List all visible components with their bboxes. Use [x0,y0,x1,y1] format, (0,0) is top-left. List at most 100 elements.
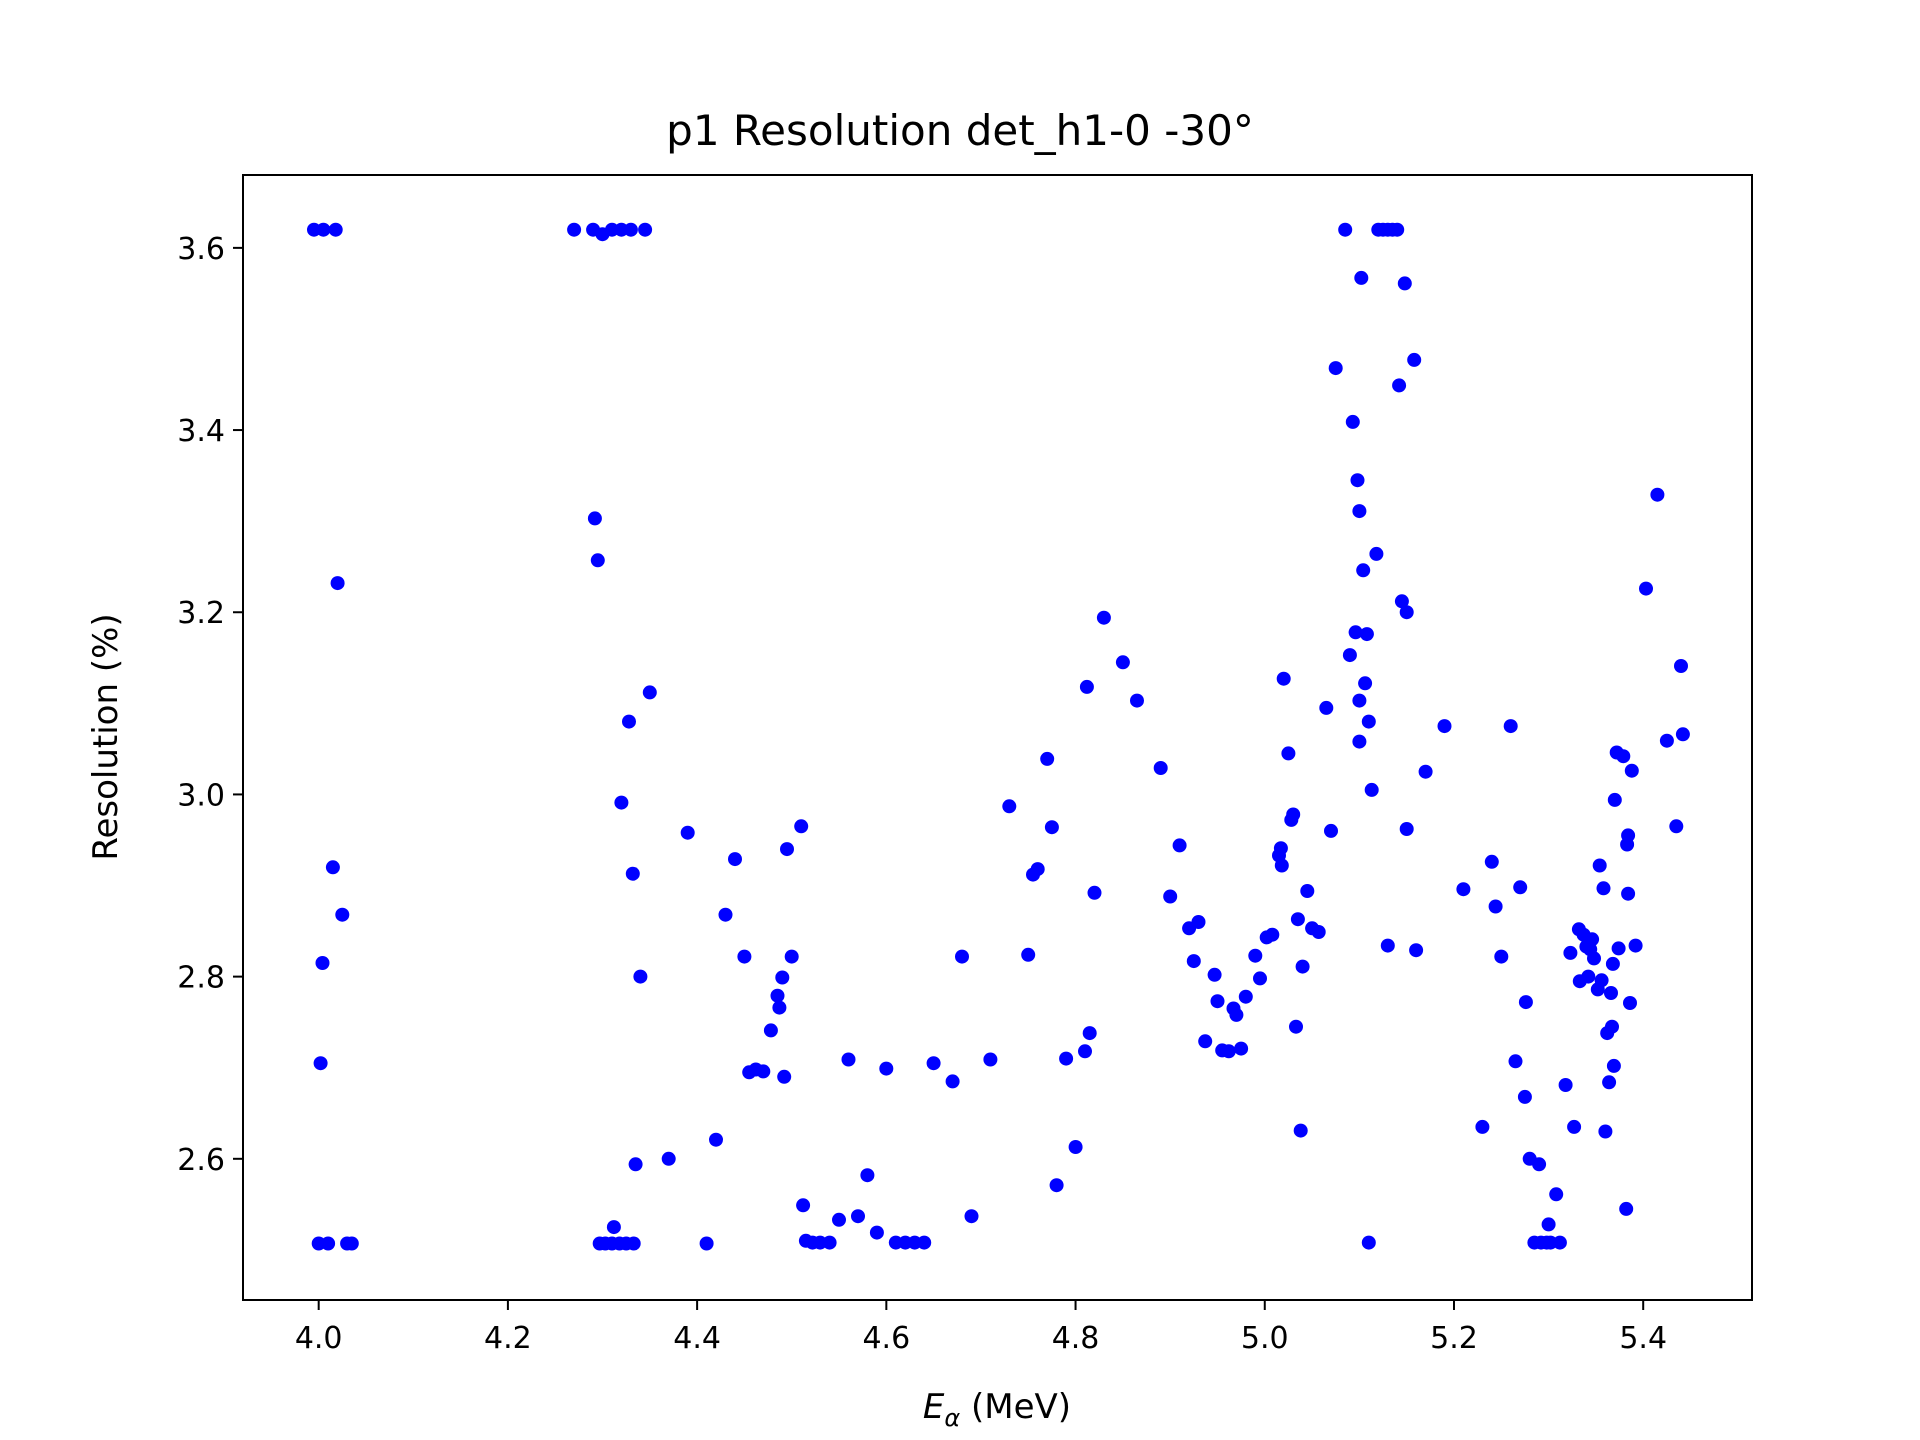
data-point [1364,782,1379,797]
data-point [879,1061,894,1076]
data-point [1552,1235,1567,1250]
data-point [1624,763,1639,778]
data-point [1563,945,1578,960]
data-point [1517,1089,1532,1104]
data-point [983,1052,998,1067]
data-point [1295,959,1310,974]
data-point [1059,1051,1074,1066]
data-point [1342,648,1357,663]
data-point [1210,994,1225,1009]
data-point [1669,819,1684,834]
data-point [1503,719,1518,734]
data-point [1354,270,1369,285]
data-point [1475,1119,1490,1134]
data-point [841,1052,856,1067]
data-point [1290,912,1305,927]
data-point [1628,938,1643,953]
data-point [1274,858,1289,873]
data-point [1594,973,1609,988]
x-tick-label: 4.0 [295,1321,343,1356]
data-point [1328,361,1343,376]
data-point [917,1235,932,1250]
data-point [1359,627,1374,642]
data-point [1352,693,1367,708]
data-point [1221,1044,1236,1059]
data-point [1494,949,1509,964]
data-point [567,222,582,237]
data-point [1350,473,1365,488]
data-point [770,988,785,1003]
data-point [633,969,648,984]
data-point [1541,1217,1556,1232]
y-tick-label: 2.6 [177,1143,225,1178]
data-point [1532,1157,1547,1172]
data-point [1300,884,1315,898]
data-point [1361,1235,1376,1250]
data-point [1639,581,1653,596]
data-point [1293,1123,1308,1138]
x-tick-label: 4.2 [484,1321,532,1356]
data-point [1394,594,1409,609]
data-point [1587,951,1601,966]
x-tick-label: 4.4 [673,1321,721,1356]
data-point [1345,414,1360,429]
data-point [1234,1041,1249,1056]
data-point [1068,1140,1083,1154]
data-point [1674,659,1688,673]
data-point [1602,1075,1617,1090]
data-point [1319,700,1334,715]
data-point [1348,625,1363,640]
data-point [1352,734,1367,749]
data-point [321,1236,336,1251]
data-point [642,685,657,700]
plot-frame [242,174,1753,1301]
data-point [832,1212,846,1227]
data-point [1616,749,1631,764]
data-point [1397,276,1412,291]
data-point [1021,947,1036,962]
data-point [328,222,343,237]
data-point [728,852,742,867]
data-point [1598,1124,1613,1139]
data-point [860,1168,875,1183]
data-point [1361,714,1376,729]
data-point [964,1209,979,1224]
data-point [1605,1019,1619,1034]
data-point [784,949,799,964]
data-point [344,1236,359,1251]
data-point [1207,967,1222,982]
x-tick-label: 4.8 [1052,1321,1100,1356]
x-axis-label-symbol: E [923,1387,945,1427]
data-point [772,1000,787,1015]
x-tick-label: 5.4 [1619,1321,1667,1356]
data-point [606,1220,621,1235]
x-tick-label: 4.6 [862,1321,910,1356]
data-point [794,819,809,834]
data-point [1311,925,1326,939]
data-point [335,907,350,922]
data-point [1078,1044,1092,1059]
data-point [1186,954,1201,969]
y-axis-label: Resolution (%) [86,613,126,860]
data-point [315,956,330,970]
x-axis-label-unit: (MeV) [960,1387,1071,1427]
data-point [1289,1019,1303,1034]
data-point [1611,941,1626,956]
x-axis-label: Eα (MeV) [923,1387,1071,1432]
data-point [1281,746,1296,761]
data-point [1253,971,1267,986]
data-point [1399,822,1414,836]
data-point [1581,969,1596,984]
data-point [325,860,340,875]
data-point [945,1074,960,1089]
data-point [626,1236,641,1251]
data-point [1358,676,1373,691]
data-point [1163,889,1178,904]
data-point [1096,610,1111,625]
data-point [718,907,733,922]
data-point [926,1056,941,1071]
x-tick-label: 5.0 [1241,1321,1289,1356]
data-point [1549,1187,1564,1202]
data-point [638,222,653,237]
data-point [737,949,752,964]
